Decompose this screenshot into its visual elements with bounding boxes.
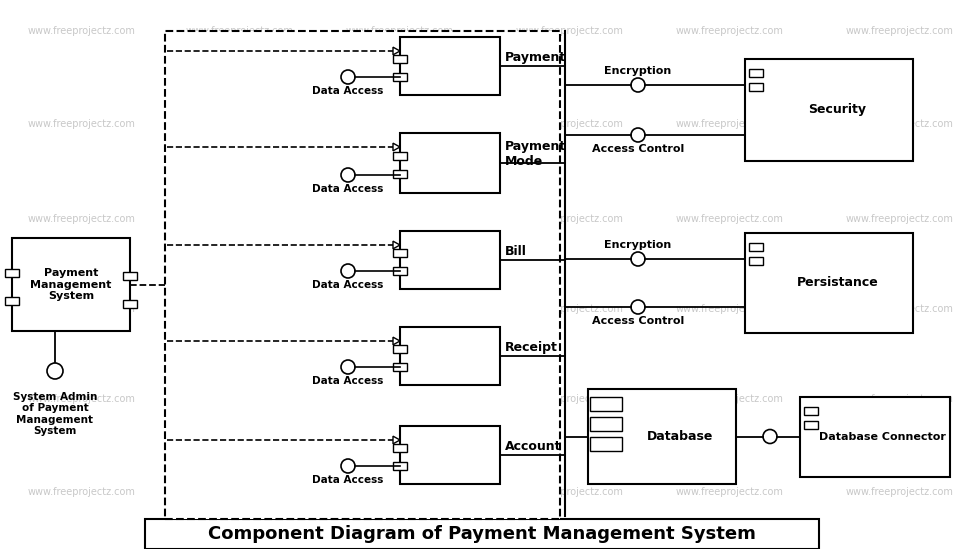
Text: Payment
Management
System: Payment Management System	[31, 268, 112, 301]
FancyBboxPatch shape	[393, 444, 407, 452]
FancyBboxPatch shape	[393, 170, 407, 178]
Text: Persistance: Persistance	[796, 277, 879, 289]
Text: Payment: Payment	[505, 51, 566, 64]
FancyBboxPatch shape	[393, 462, 407, 469]
Text: Access Control: Access Control	[592, 316, 684, 326]
Text: Component Diagram of Payment Management System: Component Diagram of Payment Management …	[208, 525, 756, 543]
FancyBboxPatch shape	[5, 297, 19, 305]
Text: Payment
Mode: Payment Mode	[505, 140, 566, 168]
Text: Encryption: Encryption	[604, 66, 672, 76]
Text: www.freeprojectz.com: www.freeprojectz.com	[186, 394, 293, 404]
Text: Account: Account	[505, 440, 561, 453]
Text: www.freeprojectz.com: www.freeprojectz.com	[28, 26, 136, 36]
FancyBboxPatch shape	[145, 519, 819, 549]
FancyBboxPatch shape	[749, 243, 763, 251]
FancyBboxPatch shape	[12, 238, 130, 331]
FancyBboxPatch shape	[393, 362, 407, 371]
Text: www.freeprojectz.com: www.freeprojectz.com	[516, 119, 624, 129]
FancyBboxPatch shape	[393, 152, 407, 160]
Polygon shape	[393, 436, 400, 444]
Text: Data Access: Data Access	[313, 86, 383, 96]
Text: www.freeprojectz.com: www.freeprojectz.com	[28, 214, 136, 224]
Text: www.freeprojectz.com: www.freeprojectz.com	[186, 487, 293, 497]
Text: www.freeprojectz.com: www.freeprojectz.com	[846, 487, 954, 497]
FancyBboxPatch shape	[393, 266, 407, 274]
Text: www.freeprojectz.com: www.freeprojectz.com	[516, 214, 624, 224]
Text: System Admin
of Payment
Management
System: System Admin of Payment Management Syste…	[12, 391, 98, 436]
Text: www.freeprojectz.com: www.freeprojectz.com	[186, 304, 293, 314]
Text: www.freeprojectz.com: www.freeprojectz.com	[346, 304, 454, 314]
FancyBboxPatch shape	[588, 389, 736, 484]
Text: www.freeprojectz.com: www.freeprojectz.com	[28, 119, 136, 129]
Text: Security: Security	[809, 104, 866, 116]
FancyBboxPatch shape	[804, 407, 818, 415]
FancyBboxPatch shape	[400, 37, 500, 95]
FancyBboxPatch shape	[590, 437, 622, 451]
Text: www.freeprojectz.com: www.freeprojectz.com	[676, 214, 784, 224]
FancyBboxPatch shape	[400, 133, 500, 193]
Text: www.freeprojectz.com: www.freeprojectz.com	[346, 394, 454, 404]
Text: www.freeprojectz.com: www.freeprojectz.com	[28, 487, 136, 497]
FancyBboxPatch shape	[749, 83, 763, 91]
Polygon shape	[393, 143, 400, 151]
Text: Database Connector: Database Connector	[819, 432, 945, 442]
Text: www.freeprojectz.com: www.freeprojectz.com	[676, 394, 784, 404]
FancyBboxPatch shape	[590, 417, 622, 431]
Text: www.freeprojectz.com: www.freeprojectz.com	[846, 394, 954, 404]
Text: www.freeprojectz.com: www.freeprojectz.com	[28, 394, 136, 404]
Text: Bill: Bill	[505, 245, 527, 258]
Polygon shape	[393, 337, 400, 345]
Text: Receipt: Receipt	[505, 341, 558, 354]
FancyBboxPatch shape	[393, 249, 407, 257]
Text: www.freeprojectz.com: www.freeprojectz.com	[186, 214, 293, 224]
Text: Data Access: Data Access	[313, 475, 383, 485]
FancyBboxPatch shape	[800, 397, 950, 477]
FancyBboxPatch shape	[393, 55, 407, 63]
Text: www.freeprojectz.com: www.freeprojectz.com	[846, 304, 954, 314]
Text: www.freeprojectz.com: www.freeprojectz.com	[676, 304, 784, 314]
Text: www.freeprojectz.com: www.freeprojectz.com	[676, 26, 784, 36]
FancyBboxPatch shape	[393, 345, 407, 353]
Text: Data Access: Data Access	[313, 280, 383, 290]
Text: www.freeprojectz.com: www.freeprojectz.com	[676, 487, 784, 497]
FancyBboxPatch shape	[400, 426, 500, 484]
Text: www.freeprojectz.com: www.freeprojectz.com	[346, 487, 454, 497]
Text: www.freeprojectz.com: www.freeprojectz.com	[186, 119, 293, 129]
FancyBboxPatch shape	[804, 421, 818, 429]
FancyBboxPatch shape	[400, 231, 500, 289]
FancyBboxPatch shape	[749, 257, 763, 265]
Text: www.freeprojectz.com: www.freeprojectz.com	[846, 26, 954, 36]
Text: www.freeprojectz.com: www.freeprojectz.com	[516, 487, 624, 497]
FancyBboxPatch shape	[745, 233, 913, 333]
Text: www.freeprojectz.com: www.freeprojectz.com	[846, 214, 954, 224]
FancyBboxPatch shape	[400, 327, 500, 385]
FancyBboxPatch shape	[590, 397, 622, 411]
Text: Access Control: Access Control	[592, 144, 684, 154]
FancyBboxPatch shape	[393, 72, 407, 81]
FancyBboxPatch shape	[123, 300, 137, 308]
Text: www.freeprojectz.com: www.freeprojectz.com	[516, 26, 624, 36]
Polygon shape	[393, 47, 400, 55]
FancyBboxPatch shape	[5, 269, 19, 277]
Text: Database: Database	[646, 430, 713, 443]
Text: www.freeprojectz.com: www.freeprojectz.com	[186, 26, 293, 36]
Text: Encryption: Encryption	[604, 240, 672, 250]
Text: www.freeprojectz.com: www.freeprojectz.com	[346, 26, 454, 36]
Text: www.freeprojectz.com: www.freeprojectz.com	[516, 304, 624, 314]
Text: www.freeprojectz.com: www.freeprojectz.com	[676, 119, 784, 129]
Text: www.freeprojectz.com: www.freeprojectz.com	[516, 394, 624, 404]
Text: www.freeprojectz.com: www.freeprojectz.com	[346, 119, 454, 129]
FancyBboxPatch shape	[749, 69, 763, 77]
FancyBboxPatch shape	[123, 272, 137, 280]
FancyBboxPatch shape	[165, 31, 560, 519]
Text: www.freeprojectz.com: www.freeprojectz.com	[28, 304, 136, 314]
Text: www.freeprojectz.com: www.freeprojectz.com	[346, 214, 454, 224]
FancyBboxPatch shape	[745, 59, 913, 161]
Text: www.freeprojectz.com: www.freeprojectz.com	[846, 119, 954, 129]
Text: Data Access: Data Access	[313, 184, 383, 194]
Polygon shape	[393, 241, 400, 249]
Text: Data Access: Data Access	[313, 376, 383, 386]
